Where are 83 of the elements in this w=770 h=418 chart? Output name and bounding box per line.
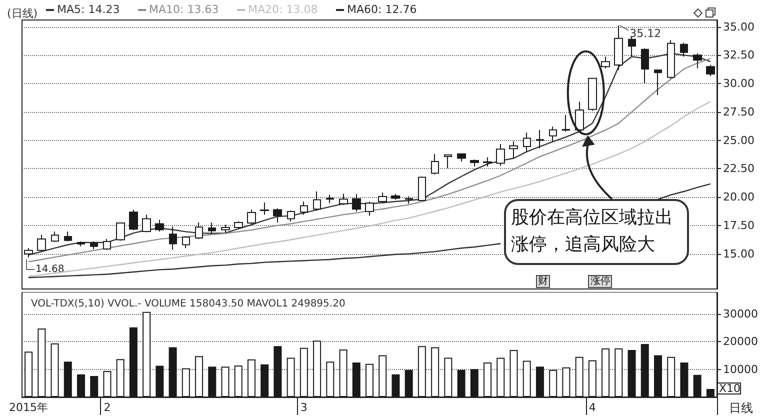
candlestick xyxy=(641,48,649,84)
candlestick xyxy=(155,219,164,232)
candlestick xyxy=(313,190,321,212)
chart-title: (日线) xyxy=(7,7,38,20)
x-tick-label: 4 xyxy=(588,401,596,414)
candlestick xyxy=(470,159,479,168)
candlestick xyxy=(405,196,413,204)
candlestick xyxy=(693,52,702,69)
callout-box: 股价在高位区域拉出涨停，追高风险大 xyxy=(504,199,689,265)
candlestick xyxy=(64,230,72,242)
candlestick xyxy=(129,209,138,231)
candlestick xyxy=(562,114,570,132)
y-tick-label: 30.00 xyxy=(723,77,754,90)
candlestick xyxy=(221,224,230,234)
candlestick xyxy=(24,248,33,258)
candlestick xyxy=(549,126,557,142)
legend-label: MA5: 14.23 xyxy=(57,3,120,16)
y-tick-label: 35.00 xyxy=(723,20,754,34)
x-tick-label: 2 xyxy=(104,401,111,414)
candlestick xyxy=(51,230,59,242)
candlestick xyxy=(444,154,452,169)
y-tick-label: 22.50 xyxy=(723,162,754,176)
candlestick xyxy=(234,220,243,230)
candlestick xyxy=(523,132,531,152)
legend-label: MA10: 13.63 xyxy=(149,3,219,16)
candlestick xyxy=(575,101,584,132)
x-tick-label: 3 xyxy=(300,401,308,414)
candlestick xyxy=(273,208,282,223)
x-tick-label: 2015年 xyxy=(9,401,48,414)
candlestick xyxy=(326,194,334,204)
y-tick-label: 27.50 xyxy=(723,105,754,118)
candlestick xyxy=(300,200,308,216)
candlestick xyxy=(169,226,177,250)
candlestick xyxy=(182,236,190,249)
text: 日线 xyxy=(729,400,753,417)
y-tick-label: 10000 xyxy=(723,362,758,376)
candlestick xyxy=(339,193,348,206)
y-tick-label: 20.00 xyxy=(723,190,754,204)
candlestick xyxy=(628,36,636,57)
candlestick xyxy=(483,156,492,168)
candlestick xyxy=(509,141,518,159)
annotation: 14.68 xyxy=(36,264,64,275)
y-tick-label: 32.50 xyxy=(723,48,754,62)
candlestick xyxy=(77,240,85,247)
candlestick xyxy=(667,40,675,79)
candlestick xyxy=(208,222,216,234)
candlestick xyxy=(195,222,203,240)
candlestick xyxy=(457,152,466,162)
y-tick-label: 15.00 xyxy=(723,247,754,260)
candlestick xyxy=(680,42,688,58)
candlestick xyxy=(391,194,400,200)
y-tick-label: 20000 xyxy=(723,335,758,348)
candlestick xyxy=(588,78,597,112)
annotation: 财 xyxy=(536,275,550,288)
candlestick xyxy=(365,201,374,216)
candlestick xyxy=(378,192,387,204)
candlestick xyxy=(287,210,295,222)
candlestick xyxy=(247,209,256,225)
y-tick-label: 17.50 xyxy=(723,218,754,232)
legend-label: MA60: 12.76 xyxy=(347,3,417,16)
candlestick xyxy=(418,176,426,202)
candlestick xyxy=(90,240,98,250)
candlestick xyxy=(706,64,715,77)
legend-label: MA20: 13.08 xyxy=(248,3,318,16)
candlestick xyxy=(352,194,361,212)
candlestick xyxy=(654,68,662,96)
candlestick xyxy=(601,56,610,69)
candlestick xyxy=(536,129,544,149)
candlestick xyxy=(142,214,151,233)
text: VOL-TDX(5,10) VVOL.- VOLUME 158043.50 MAVOL1 249895.20 xyxy=(31,298,346,310)
candlestick xyxy=(103,238,111,250)
y-axis-title: X10 xyxy=(719,382,741,395)
y-tick-label: 30000 xyxy=(723,308,758,321)
candlestick xyxy=(614,24,623,70)
annotation: 涨停 xyxy=(588,275,612,288)
y-tick-label: 25.00 xyxy=(723,134,754,147)
candlestick xyxy=(116,222,125,242)
candlestick xyxy=(496,143,505,166)
line-series xyxy=(28,101,712,278)
candlestick xyxy=(260,202,269,216)
candlestick xyxy=(37,234,46,252)
candlestick xyxy=(431,153,439,175)
annotation: 35.12 xyxy=(630,26,662,40)
